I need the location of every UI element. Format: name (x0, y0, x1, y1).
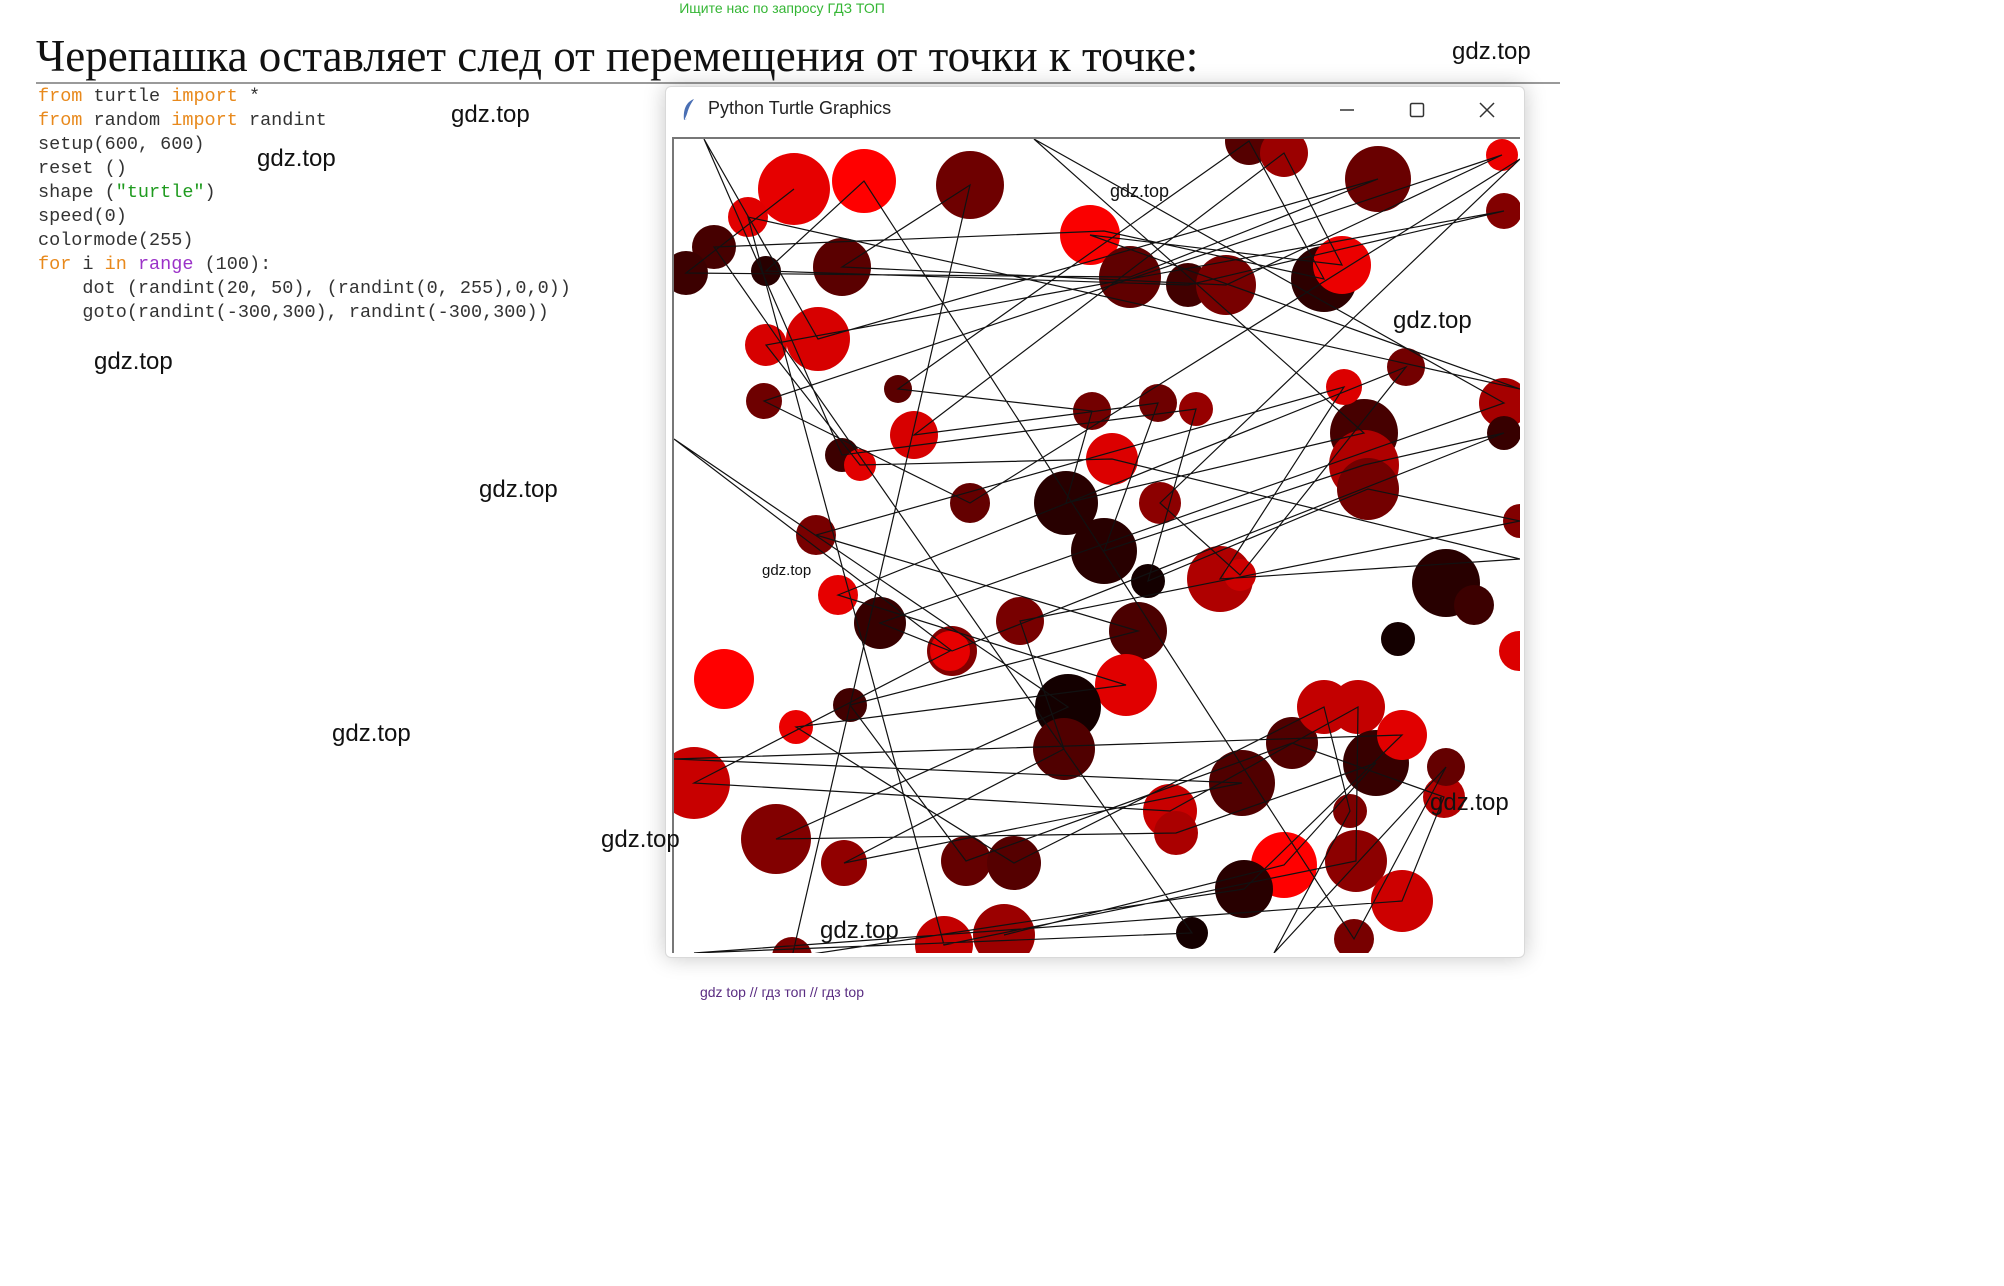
code-token: range (137, 254, 194, 275)
code-token: speed(0) (38, 206, 127, 227)
maximize-button[interactable] (1397, 91, 1437, 129)
watermark: gdz.top (601, 826, 680, 853)
turtle-dot (1479, 378, 1520, 428)
minimize-button[interactable] (1327, 91, 1367, 129)
code-token: i (71, 254, 105, 275)
footer-links: gdz top // гдз топ // гдз top (699, 984, 865, 1000)
turtle-dot (1454, 585, 1494, 625)
watermark: gdz.top (820, 917, 899, 944)
minimize-icon (1340, 109, 1354, 111)
code-token: for (38, 254, 72, 275)
code-line: from turtle import * (38, 85, 571, 109)
code-token: import (171, 86, 238, 107)
close-icon (1479, 102, 1495, 118)
window-titlebar[interactable]: Python Turtle Graphics (666, 87, 1524, 133)
window-title: Python Turtle Graphics (708, 98, 892, 118)
code-token: from (38, 110, 83, 131)
code-listing: from turtle import * from random import r… (38, 85, 571, 325)
turtle-dots (674, 139, 1520, 953)
turtle-dot (694, 649, 754, 709)
code-line: dot (randint(20, 50), (randint(0, 255),0… (38, 277, 571, 301)
watermark: gdz.top (332, 720, 411, 747)
turtle-dot (1334, 919, 1374, 953)
close-button[interactable] (1467, 91, 1507, 129)
page-heading: Черепашка оставляет след от перемещения … (36, 31, 1199, 81)
code-token: in (104, 254, 127, 275)
watermark: gdz.top (94, 348, 173, 375)
watermark: gdz.top (479, 476, 558, 503)
feather-icon (683, 99, 694, 121)
turtle-drawing (674, 139, 1520, 953)
code-line: from random import randint (38, 109, 571, 133)
turtle-dot (1503, 504, 1520, 538)
watermark: gdz.top (257, 145, 336, 172)
code-token: colormode(255) (38, 230, 194, 251)
turtle-path (674, 139, 1520, 953)
code-token: randint (237, 110, 327, 131)
maximize-icon (1409, 102, 1425, 118)
heading-divider (36, 82, 1560, 84)
turtle-window: Python Turtle Graphics (665, 86, 1525, 958)
code-line: speed(0) (38, 205, 571, 229)
code-line: shape ("turtle") (38, 181, 571, 205)
turtle-dot (1381, 622, 1415, 656)
watermark: gdz.top (1430, 789, 1509, 816)
code-token (127, 254, 138, 275)
code-token: shape ( (38, 182, 116, 203)
code-token: turtle (82, 86, 172, 107)
code-line: for i in range (100): (38, 253, 571, 277)
turtle-dot (1260, 139, 1308, 177)
code-token: reset () (38, 158, 127, 179)
watermark: gdz.top (1452, 38, 1531, 65)
code-token: import (171, 110, 238, 131)
code-line: reset () (38, 157, 571, 181)
code-line: colormode(255) (38, 229, 571, 253)
watermark: gdz.top (1393, 307, 1472, 334)
code-token: * (237, 86, 261, 107)
watermark: gdz.top (1110, 181, 1170, 201)
code-line: goto(randint(-300,300), randint(-300,300… (38, 301, 571, 325)
watermark: gdz.top (762, 562, 812, 579)
code-token: from (38, 86, 83, 107)
code-token: goto(randint(-300,300), randint(-300,300… (38, 302, 549, 323)
turtle-dot (1499, 631, 1520, 671)
code-token: "turtle" (115, 182, 205, 203)
top-banner: Ищите нас по запросу ГДЗ ТОП (679, 0, 885, 16)
turtle-canvas[interactable] (672, 137, 1520, 953)
code-token: setup(600, 600) (38, 134, 205, 155)
code-token: dot (randint(20, 50), (randint(0, 255),0… (38, 278, 571, 299)
code-token: ) (204, 182, 216, 203)
turtle-trail (674, 139, 1520, 953)
watermark: gdz.top (451, 101, 530, 128)
code-token: (100): (193, 254, 272, 275)
code-line: setup(600, 600) (38, 133, 571, 157)
code-token: random (82, 110, 172, 131)
